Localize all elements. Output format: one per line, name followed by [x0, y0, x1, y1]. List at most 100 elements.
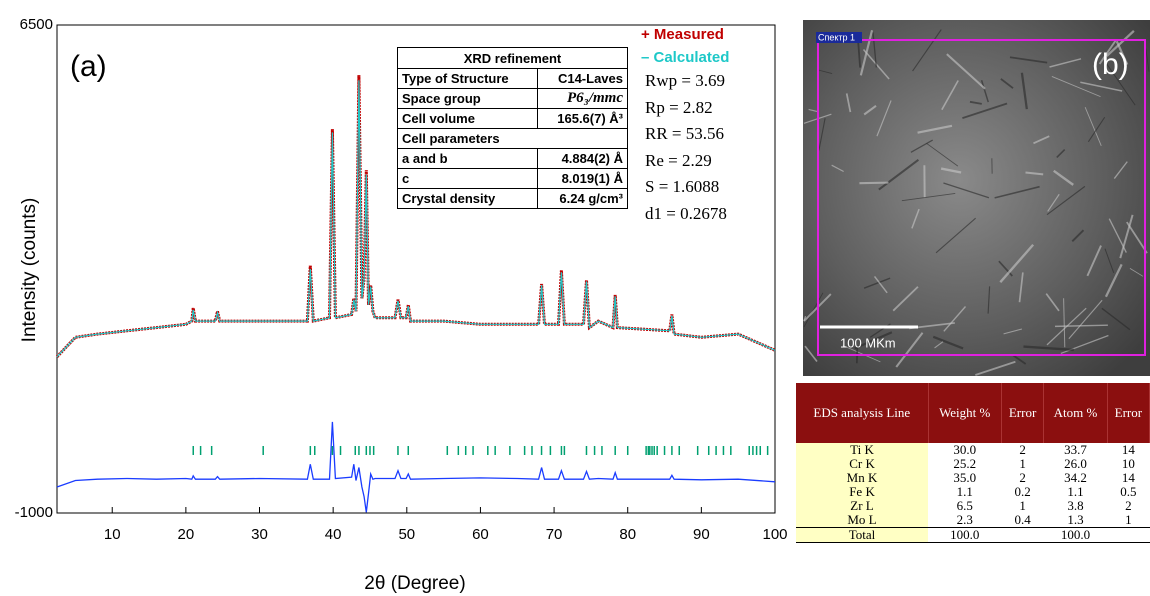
x-tick-label: 50 [398, 526, 415, 543]
scale-bar-label: 100 MKm [840, 335, 896, 350]
sem-texture [941, 80, 959, 111]
spectrum-frame [817, 39, 1146, 356]
eds-cell: 1.3 [1067, 512, 1084, 527]
statistic: Re = 2.29 [645, 150, 712, 170]
eds-cell: 1 [1125, 512, 1132, 527]
eds-cell: 14 [1121, 470, 1135, 485]
x-axis-label: 2θ (Degree) [364, 573, 465, 594]
sem-texture [1000, 78, 1014, 89]
sem-texture [934, 341, 944, 349]
sem-texture [926, 142, 959, 167]
sem-texture [1071, 229, 1085, 243]
sem-texture [1080, 81, 1123, 92]
x-tick-label: 100 [762, 526, 787, 543]
eds-row: Zr L 6.5 1 3.8 2 [796, 499, 1150, 513]
sem-texture [901, 192, 956, 202]
sem-texture [1011, 354, 1027, 365]
eds-cell: 2.3 [956, 512, 973, 527]
refinement-cell: Space group [397, 88, 538, 109]
series-line [56, 80, 776, 358]
sem-texture [878, 158, 920, 191]
eds-cell: 26.0 [1064, 456, 1087, 471]
sem-texture [999, 243, 1035, 283]
eds-cell: 33.7 [1064, 442, 1087, 457]
sem-texture [808, 108, 819, 113]
panel-label: (b) [1092, 48, 1129, 81]
refinement-cell: Crystal density [397, 188, 538, 209]
eds-cell: 14 [1121, 442, 1135, 457]
eds-cell: Mo L [796, 513, 929, 528]
legend-entry: – Calculated [641, 49, 729, 66]
sem-texture [863, 104, 877, 116]
eds-cell: 10 [1121, 456, 1135, 471]
sem-texture [803, 315, 807, 322]
sem-texture [872, 32, 877, 68]
sem-texture [845, 93, 852, 113]
sem-texture [1119, 214, 1134, 259]
statistic: RR = 53.56 [645, 124, 725, 143]
sem-texture [1113, 161, 1128, 179]
x-tick-label: 20 [178, 526, 195, 543]
eds-header: Error [1107, 383, 1150, 443]
eds-row: Ti K 30.0 2 33.7 14 [796, 443, 1150, 457]
y-tick-label: -1000 [15, 504, 53, 521]
sem-texture [1105, 30, 1135, 57]
sem-texture [1045, 293, 1060, 312]
eds-row: Mo L 2.3 0.4 1.3 1 [796, 513, 1150, 528]
sem-texture [911, 208, 920, 229]
sem-texture [1145, 48, 1150, 72]
sem-texture [1025, 171, 1044, 176]
sem-texture [912, 29, 942, 72]
eds-cell: 30.0 [953, 442, 977, 457]
sem-texture [932, 335, 964, 350]
sem-texture [804, 345, 818, 362]
sem-texture [803, 292, 824, 328]
refinement-cell: 4.884(2) Å [536, 148, 629, 169]
sem-texture [969, 100, 982, 105]
eds-cell: 2 [1019, 470, 1026, 485]
sem-texture [998, 260, 1013, 277]
refinement-cell: Type of Structure [397, 68, 538, 89]
x-tick-label: 70 [546, 526, 563, 543]
eds-cell: 1 [1019, 498, 1026, 513]
eds-cell: 1 [1019, 456, 1026, 471]
eds-cell: 0.5 [1120, 484, 1137, 499]
refinement-cell: 8.019(1) Å [536, 168, 629, 189]
sem-texture [817, 69, 833, 74]
x-tick-label: 80 [619, 526, 636, 543]
statistic: Rwp = 3.69 [645, 71, 725, 90]
sem-texture [1046, 185, 1086, 216]
sem-texture [876, 100, 892, 137]
sem-texture [892, 286, 919, 312]
sem-texture [1129, 267, 1144, 277]
refinement-row: a and b 4.884(2) Å [397, 148, 629, 169]
series-line [56, 421, 776, 513]
refinement-cell: Cell parameters [397, 128, 628, 149]
refinement-row: Space group P6₃/mmc [397, 88, 629, 109]
panel-label: (a) [70, 50, 107, 83]
eds-cell [1107, 527, 1150, 543]
sem-texture [1063, 298, 1066, 348]
eds-row: Fe K 1.1 0.2 1.1 0.5 [796, 485, 1150, 499]
y-tick-label: 6500 [20, 16, 53, 33]
sem-texture [857, 40, 862, 68]
sem-texture [946, 53, 986, 90]
eds-cell: Ti K [796, 443, 929, 457]
sem-texture [854, 331, 893, 350]
spectrum-label: Спектр 1 [818, 32, 855, 42]
eds-cell: Cr K [796, 457, 929, 471]
sem-texture [1105, 62, 1136, 106]
sem-texture [1104, 263, 1123, 298]
sem-texture [873, 276, 888, 294]
sem-texture [1068, 299, 1103, 340]
statistic: d1 = 0.2678 [645, 203, 727, 223]
x-tick-label: 90 [693, 526, 710, 543]
eds-cell [1001, 527, 1044, 543]
sem-image [803, 20, 1150, 376]
eds-cell: Mn K [796, 471, 929, 485]
sem-texture [1049, 58, 1082, 68]
x-tick-label: 10 [104, 526, 121, 543]
sem-texture [1087, 116, 1106, 143]
